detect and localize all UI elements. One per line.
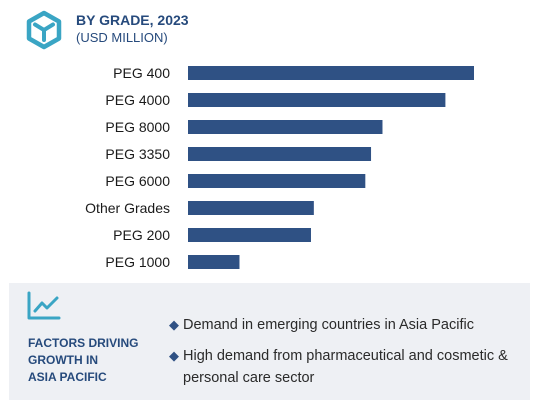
- bar: [188, 66, 474, 80]
- category-label: PEG 3350: [105, 146, 170, 162]
- bar: [188, 93, 446, 107]
- category-label: PEG 400: [113, 65, 170, 81]
- factors-panel: FACTORS DRIVING GROWTH IN ASIA PACIFIC ◆…: [9, 283, 530, 400]
- bar-chart: PEG 400 PEG 4000 PEG 8000 PEG 3350 PEG 6000 O…: [85, 65, 474, 270]
- category-label: PEG 4000: [105, 92, 170, 108]
- category-label: PEG 8000: [105, 119, 170, 135]
- chart-title: BY GRADE, 2023: [76, 12, 189, 28]
- trend-line-icon: [27, 291, 61, 320]
- bar: [188, 228, 311, 242]
- factors-title-line: GROWTH IN: [28, 353, 98, 367]
- cube-icon: [26, 10, 62, 50]
- factor-item: ◆ Demand in emerging countries in Asia P…: [169, 314, 519, 336]
- factor-item: ◆ High demand from pharmaceutical and co…: [169, 345, 519, 389]
- factor-item-text: Demand in emerging countries in Asia Pac…: [183, 317, 474, 333]
- bar: [188, 174, 366, 188]
- category-label: PEG 1000: [105, 254, 170, 270]
- diamond-icon: ◆: [169, 317, 179, 332]
- factors-title-line: ASIA PACIFIC: [28, 370, 107, 384]
- factors-title-line: FACTORS DRIVING: [28, 336, 139, 350]
- factors-title: FACTORS DRIVING GROWTH IN ASIA PACIFIC: [28, 335, 168, 386]
- chart-subtitle: (USD MILLION): [76, 30, 168, 45]
- bar: [188, 255, 240, 269]
- category-label: PEG 6000: [105, 173, 170, 189]
- category-label: Other Grades: [85, 200, 170, 216]
- bar: [188, 120, 383, 134]
- bar: [188, 201, 314, 215]
- category-label: PEG 200: [113, 227, 170, 243]
- diamond-icon: ◆: [169, 348, 179, 363]
- bar: [188, 147, 372, 161]
- factor-item-text: High demand from pharmaceutical and cosm…: [183, 348, 508, 386]
